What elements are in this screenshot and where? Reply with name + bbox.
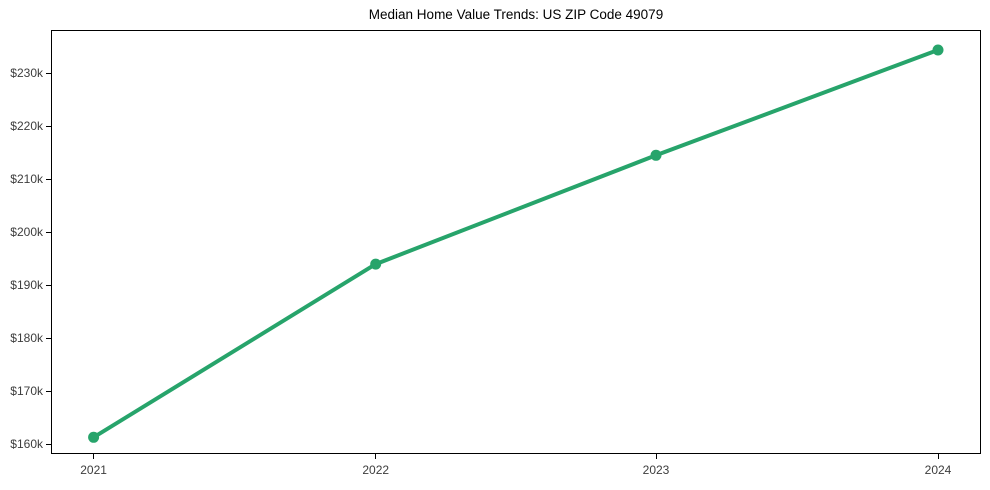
svg-text:Median Home Value Trends: US Z: Median Home Value Trends: US ZIP Code 49… <box>369 7 663 22</box>
svg-text:$220k: $220k <box>10 119 44 133</box>
svg-text:$200k: $200k <box>10 225 44 239</box>
svg-text:2024: 2024 <box>925 463 952 477</box>
svg-text:$180k: $180k <box>10 331 44 345</box>
svg-text:2021: 2021 <box>80 463 107 477</box>
svg-text:$210k: $210k <box>10 172 44 186</box>
svg-text:$170k: $170k <box>10 384 44 398</box>
svg-text:$160k: $160k <box>10 437 44 451</box>
svg-text:$190k: $190k <box>10 278 44 292</box>
svg-text:2023: 2023 <box>643 463 670 477</box>
svg-text:$230k: $230k <box>10 66 44 80</box>
svg-text:2022: 2022 <box>362 463 389 477</box>
